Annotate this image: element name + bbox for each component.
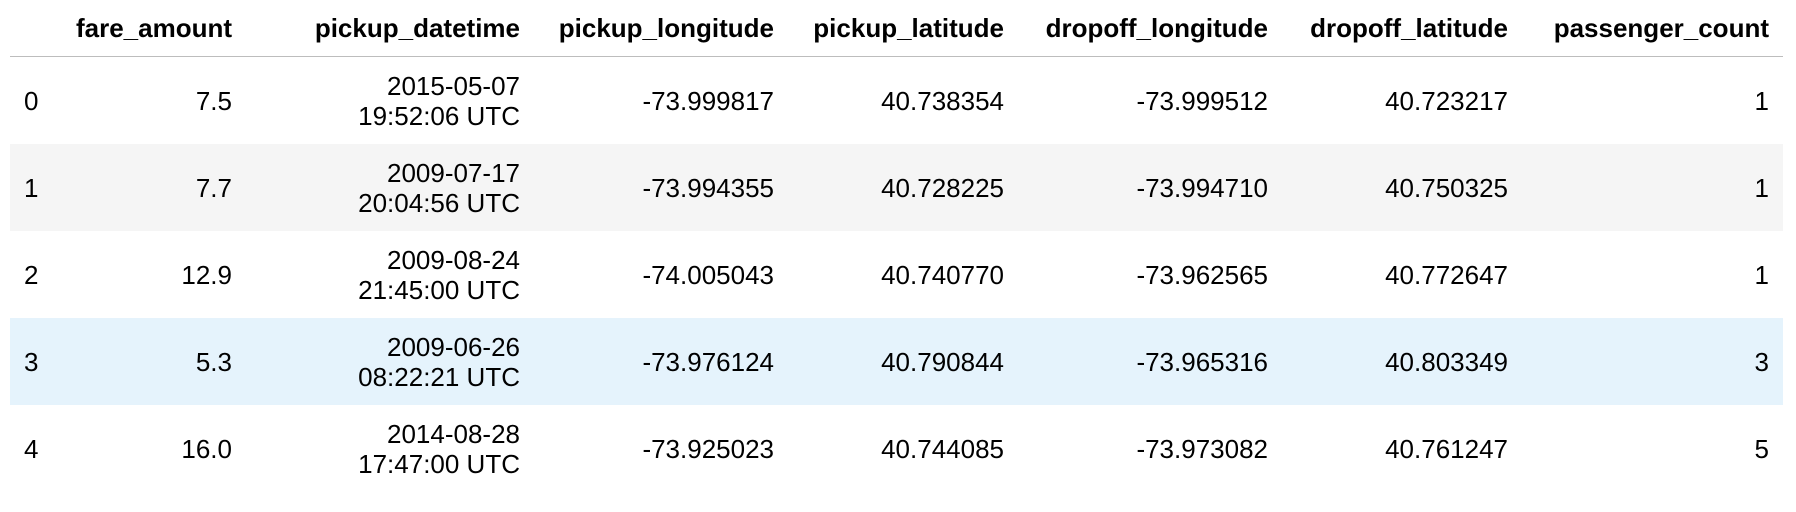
cell-pickup-datetime: 2009-08-24 21:45:00 UTC [246, 231, 534, 318]
cell-pickup-longitude: -73.925023 [642, 433, 774, 464]
cell-passenger-count: 5 [1754, 433, 1769, 464]
cell-dropoff-longitude: -73.973082 [1136, 433, 1268, 464]
row-index: 1 [10, 144, 54, 231]
column-header-pickup-datetime: pickup_datetime [246, 0, 534, 57]
cell-pickup-longitude: -73.994355 [534, 144, 788, 231]
table-body: 0 7.5 2015-05-07 19:52:06 UTC -73.999817 … [10, 57, 1783, 493]
cell-fare-amount: 7.5 [195, 85, 232, 116]
pickup-date: 2009-07-17 [387, 157, 520, 188]
column-header-pickup-longitude: pickup_longitude [534, 0, 788, 57]
header-row: fare_amount pickup_datetime pickup_longi… [10, 0, 1783, 57]
cell-fare-amount: 12.9 [181, 259, 232, 290]
cell-pickup-latitude: 40.740770 [881, 259, 1004, 290]
row-index: 0 [24, 85, 39, 116]
pickup-time: 17:47:00 UTC [358, 448, 520, 479]
table-row: 1 7.7 2009-07-17 20:04:56 UTC -73.994355 … [10, 144, 1783, 231]
cell-pickup-latitude: 40.738354 [881, 85, 1004, 116]
cell-fare-amount: 16.0 [181, 433, 232, 464]
table-row-hovered: 3 5.3 2009-06-26 08:22:21 UTC -73.976124 … [10, 318, 1783, 405]
cell-dropoff-longitude: -73.994710 [1018, 144, 1282, 231]
pickup-date: 2009-08-24 [387, 244, 520, 275]
column-header-passenger-count: passenger_count [1522, 0, 1783, 57]
pickup-time: 08:22:21 UTC [358, 361, 520, 392]
cell-passenger-count: 1 [1522, 144, 1783, 231]
cell-pickup-datetime: 2014-08-28 17:47:00 UTC [246, 405, 534, 492]
cell-dropoff-latitude: 40.772647 [1385, 259, 1508, 290]
row-index: 2 [24, 259, 39, 290]
cell-pickup-datetime: 2009-07-17 20:04:56 UTC [246, 144, 534, 231]
cell-fare-amount: 7.7 [54, 144, 246, 231]
table-row: 2 12.9 2009-08-24 21:45:00 UTC -74.005043… [10, 231, 1783, 318]
cell-pickup-longitude: -73.999817 [642, 85, 774, 116]
column-header-pickup-latitude: pickup_latitude [788, 0, 1018, 57]
cell-pickup-latitude: 40.728225 [788, 144, 1018, 231]
cell-pickup-latitude: 40.790844 [788, 318, 1018, 405]
cell-pickup-datetime: 2009-06-26 08:22:21 UTC [246, 318, 534, 405]
column-header-index [10, 0, 54, 57]
cell-dropoff-longitude: -73.999512 [1136, 85, 1268, 116]
column-header-dropoff-longitude: dropoff_longitude [1018, 0, 1282, 57]
pickup-date: 2015-05-07 [387, 70, 520, 101]
cell-dropoff-latitude: 40.803349 [1282, 318, 1522, 405]
cell-dropoff-longitude: -73.962565 [1136, 259, 1268, 290]
column-header-dropoff-latitude: dropoff_latitude [1282, 0, 1522, 57]
cell-dropoff-longitude: -73.965316 [1018, 318, 1282, 405]
dataframe-output: fare_amount pickup_datetime pickup_longi… [10, 0, 1783, 492]
cell-passenger-count: 3 [1522, 318, 1783, 405]
pickup-date: 2009-06-26 [387, 331, 520, 362]
cell-pickup-datetime: 2015-05-07 19:52:06 UTC [246, 57, 534, 145]
cell-passenger-count: 1 [1754, 259, 1769, 290]
pickup-time: 20:04:56 UTC [358, 187, 520, 218]
pickup-time: 21:45:00 UTC [358, 274, 520, 305]
row-index: 3 [10, 318, 54, 405]
column-header-fare-amount: fare_amount [54, 0, 246, 57]
pickup-time: 19:52:06 UTC [358, 100, 520, 131]
cell-dropoff-latitude: 40.761247 [1385, 433, 1508, 464]
cell-passenger-count: 1 [1754, 85, 1769, 116]
dataframe-table: fare_amount pickup_datetime pickup_longi… [10, 0, 1783, 492]
pickup-date: 2014-08-28 [387, 418, 520, 449]
table-row: 4 16.0 2014-08-28 17:47:00 UTC -73.925023… [10, 405, 1783, 492]
row-index: 4 [24, 433, 39, 464]
cell-pickup-longitude: -73.976124 [534, 318, 788, 405]
cell-pickup-latitude: 40.744085 [881, 433, 1004, 464]
cell-fare-amount: 5.3 [54, 318, 246, 405]
cell-dropoff-latitude: 40.750325 [1282, 144, 1522, 231]
table-row: 0 7.5 2015-05-07 19:52:06 UTC -73.999817 … [10, 57, 1783, 145]
cell-pickup-longitude: -74.005043 [642, 259, 774, 290]
table-header: fare_amount pickup_datetime pickup_longi… [10, 0, 1783, 57]
cell-dropoff-latitude: 40.723217 [1385, 85, 1508, 116]
